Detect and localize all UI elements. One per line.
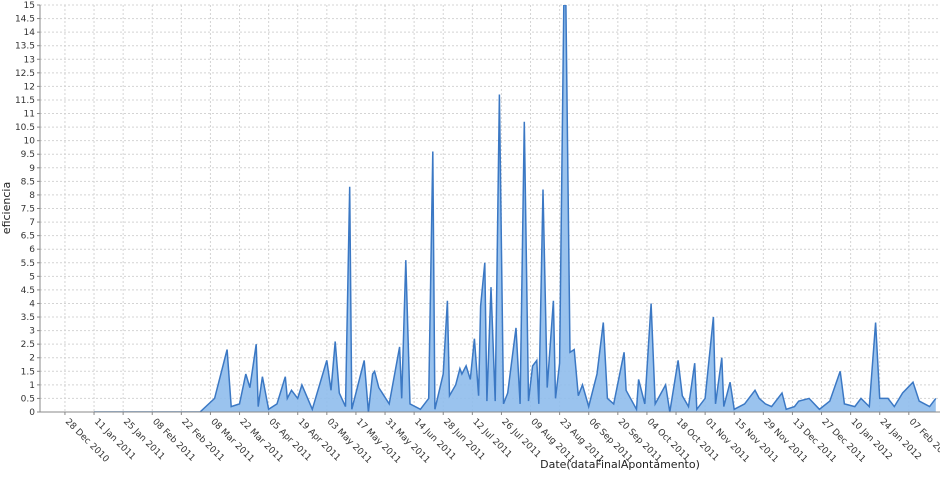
y-tick-label: 2: [29, 354, 35, 364]
y-tick-label: 12.5: [15, 69, 35, 79]
y-tick-label: 1.5: [21, 367, 35, 377]
y-tick-label: 0.5: [21, 394, 35, 404]
y-tick-label: 3.5: [21, 313, 35, 323]
y-tick-label: 15: [24, 1, 35, 11]
y-tick-label: 0: [29, 408, 35, 418]
y-tick-label: 10.5: [15, 123, 35, 133]
y-tick-label: 4: [29, 299, 35, 309]
series: [94, 5, 937, 412]
line: [94, 5, 937, 412]
y-tick-label: 6.5: [21, 232, 35, 242]
y-tick-label: 13: [24, 55, 35, 65]
y-tick-label: 10: [24, 137, 36, 147]
y-tick-label: 5.5: [21, 259, 35, 269]
x-axis-title: Date(dataFinalApontamento): [540, 458, 700, 471]
grid: [40, 4, 940, 413]
y-tick-label: 11: [24, 110, 35, 120]
y-tick-label: 13.5: [15, 42, 35, 52]
y-tick-label: 5: [29, 272, 35, 282]
y-tick-label: 6: [29, 245, 35, 255]
y-tick-label: 14: [24, 28, 36, 38]
y-axis-title: eficiencia: [0, 182, 13, 234]
y-tick-label: 3: [29, 327, 35, 337]
y-tick-label: 4.5: [21, 286, 35, 296]
y-tick-label: 9.5: [21, 150, 35, 160]
y-tick-label: 14.5: [15, 15, 35, 25]
y-tick-label: 8: [29, 191, 35, 201]
y-tick-label: 7.5: [21, 205, 35, 215]
y-tick-label: 9: [29, 164, 35, 174]
y-tick-label: 8.5: [21, 177, 35, 187]
y-tick-label: 12: [24, 82, 35, 92]
y-tick-label: 2.5: [21, 340, 35, 350]
y-tick-label: 11.5: [15, 96, 35, 106]
y-tick-label: 1: [29, 381, 35, 391]
y-tick-label: 7: [29, 218, 35, 228]
